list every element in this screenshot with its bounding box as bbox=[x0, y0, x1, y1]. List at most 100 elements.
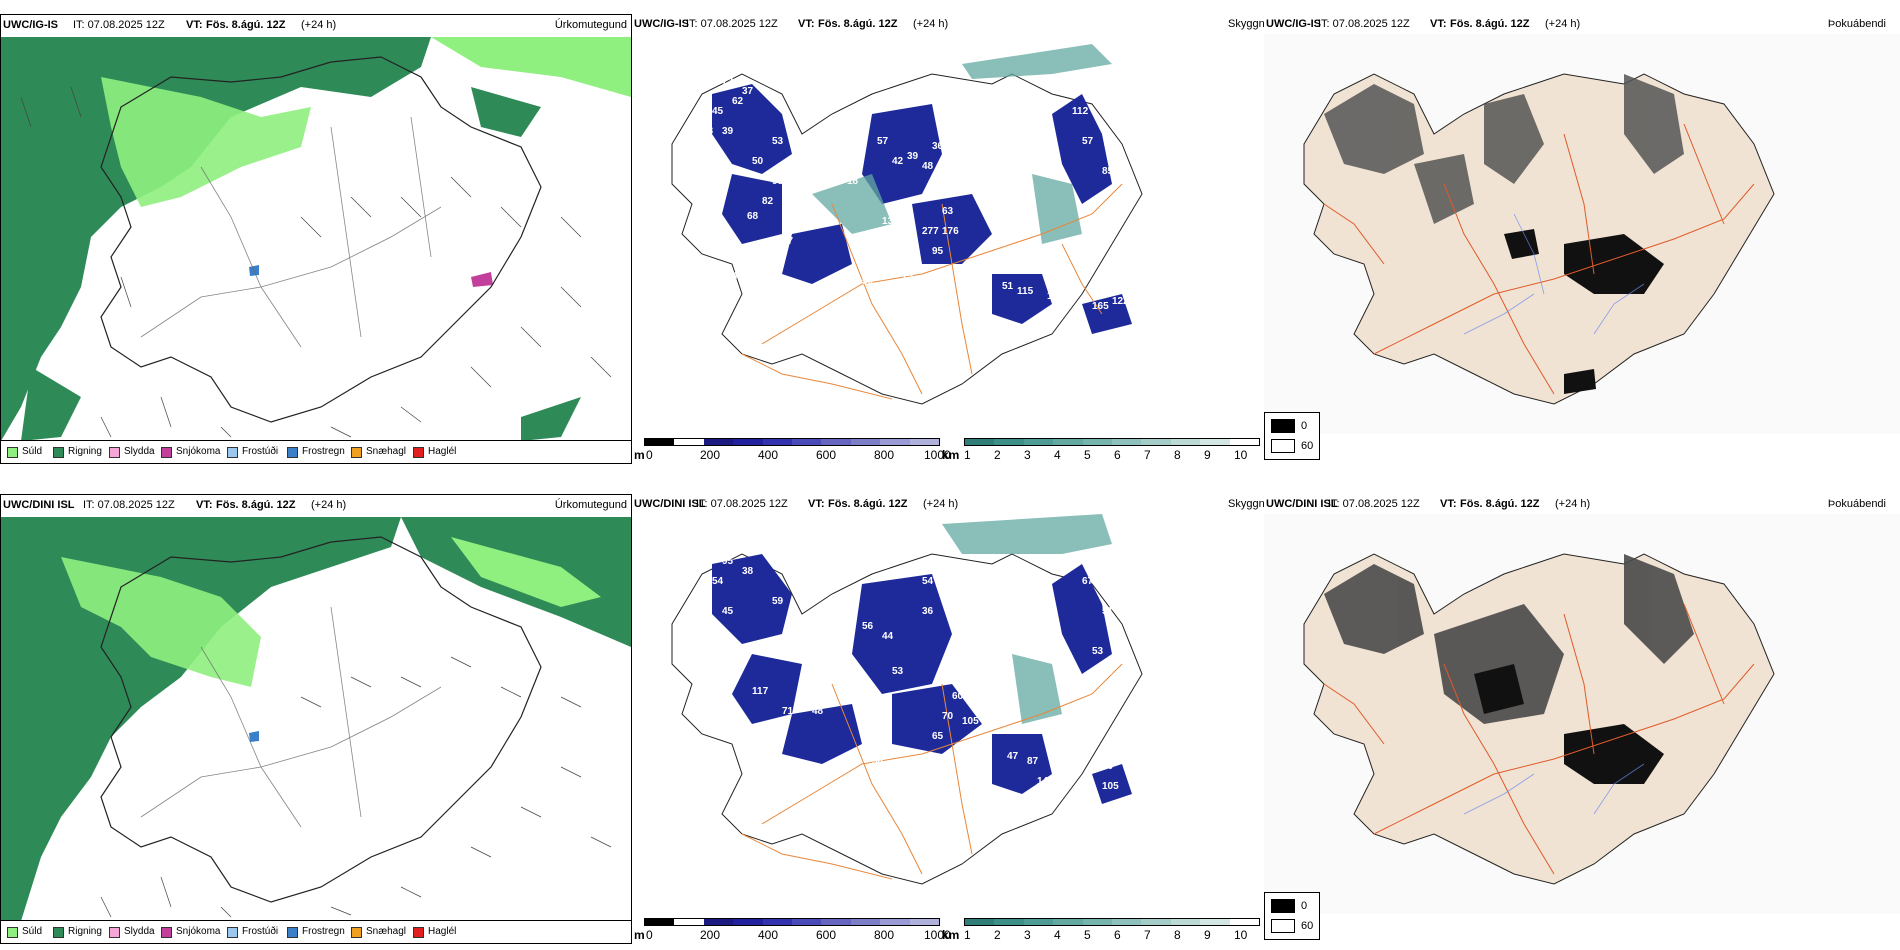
model-name: UWC/DINI ISL bbox=[3, 499, 75, 511]
legend-label: Frostúði bbox=[242, 926, 279, 937]
ceiling-label: 54 bbox=[712, 576, 724, 587]
ceiling-label: 58 bbox=[762, 641, 774, 652]
legend-item-freezing-rain: Frostregn bbox=[287, 446, 345, 458]
precip-panel-top: UWC/IG-IS IT: 07.08.2025 12Z VT: Fös. 8.… bbox=[0, 14, 632, 464]
legend-item-snow-pellets: Snæhagl bbox=[351, 926, 406, 938]
precip-legend: Súld Rigning Slydda Snjókoma Frostúði Fr… bbox=[1, 440, 631, 463]
ceiling-tick: 600 bbox=[816, 448, 837, 462]
legend-item-rain: Rigning bbox=[53, 926, 102, 938]
legend-swatch bbox=[161, 446, 172, 458]
ceiling-label: 122 bbox=[1112, 296, 1129, 307]
valid-label: VT: bbox=[186, 19, 203, 31]
panel-header: UWC/DINI ISL IT: 07.08.2025 12Z VT: Fös.… bbox=[632, 494, 1264, 512]
panel-title: Úrkomutegund bbox=[554, 19, 627, 31]
vis-tick: 7 bbox=[1144, 448, 1151, 462]
ceiling-label: 45 bbox=[722, 606, 734, 617]
fog-label-low: 60 bbox=[1301, 440, 1314, 452]
ceiling-label: 84 bbox=[1112, 196, 1124, 207]
legend-label: Rigning bbox=[68, 446, 102, 457]
legend-swatch bbox=[7, 926, 18, 938]
legend-swatch bbox=[109, 446, 120, 458]
legend-swatch bbox=[413, 926, 424, 938]
fog-panel-bottom: UWC/DINI ISL IT: 07.08.2025 12Z VT: Fös.… bbox=[1264, 494, 1900, 944]
ceiling-label: 65 bbox=[932, 731, 944, 742]
legend-item-snow-pellets: Snæhagl bbox=[351, 446, 406, 458]
panel-header: UWC/IG-IS IT: 07.08.2025 12Z VT: Fös. 8.… bbox=[1, 15, 631, 33]
ceiling-label: 67 bbox=[1082, 576, 1094, 587]
ceiling-label: 51 bbox=[1002, 281, 1014, 292]
fog-label-high: 0 bbox=[1301, 900, 1308, 912]
ceiling-label: 95 bbox=[722, 556, 734, 567]
ceiling-label: 68 bbox=[877, 256, 889, 267]
ceiling-tick: 200 bbox=[700, 928, 721, 942]
ceiling-label: 48 bbox=[922, 161, 934, 172]
ceiling-label: 53 bbox=[892, 666, 904, 677]
legend-swatch bbox=[227, 446, 238, 458]
init-time: IT: 07.08.2025 12Z bbox=[696, 498, 788, 510]
valid-time: Fös. 8.ágú. 12Z bbox=[828, 498, 908, 510]
vis-tick: 4 bbox=[1054, 928, 1061, 942]
ceiling-label: 42 bbox=[892, 156, 904, 167]
ceiling-label: 48 bbox=[812, 706, 824, 717]
legend-item-snow: Snjókoma bbox=[161, 446, 220, 458]
ceiling-label: 44 bbox=[882, 631, 894, 642]
valid-label: VT: bbox=[1430, 18, 1447, 30]
ceiling-label: 76 bbox=[897, 226, 909, 237]
ceiling-label: 56 bbox=[872, 756, 884, 767]
vis-tick: 7 bbox=[1144, 928, 1151, 942]
ceiling-label: 50 bbox=[862, 276, 874, 287]
ceiling-label: 80 bbox=[1102, 761, 1114, 772]
legend-label: Haglél bbox=[428, 446, 457, 457]
panel-header: UWC/IG-IS IT: 07.08.2025 12Z VT: Fös. 8.… bbox=[1264, 14, 1900, 32]
ceiling-label: 277 bbox=[922, 226, 939, 237]
vis-tick: 2 bbox=[994, 448, 1001, 462]
vis-tick: 5 bbox=[1084, 928, 1091, 942]
valid-label: VT: bbox=[798, 18, 815, 30]
panel-title: Úrkomutegund bbox=[554, 499, 627, 511]
panel-header: UWC/IG-IS IT: 07.08.2025 12Z VT: Fös. 8.… bbox=[632, 14, 1264, 32]
legend-item-hail: Haglél bbox=[413, 446, 456, 458]
ceiling-label: 54 bbox=[922, 576, 934, 587]
legend-label: Súld bbox=[22, 926, 43, 937]
legend-swatch bbox=[53, 926, 64, 938]
legend-label: Snjókoma bbox=[176, 446, 221, 457]
vis-tick: 10 bbox=[1234, 448, 1248, 462]
ceiling-map-bottom: 95 54 38 71 45 59 90 58 117 71 48 121 57 56 44 53 47 48 56… bbox=[671, 514, 1144, 885]
lead-time: (+24 h) bbox=[923, 498, 959, 510]
ceiling-colorbar-strip bbox=[644, 438, 940, 446]
ceiling-tick: 600 bbox=[816, 928, 837, 942]
ceiling-label: 95 bbox=[932, 246, 944, 257]
ceiling-label: 62 bbox=[1132, 606, 1144, 617]
ceiling-label: 18 bbox=[847, 176, 859, 187]
ceiling-label: 85 bbox=[1102, 166, 1114, 177]
ceiling-label: 51 bbox=[1102, 606, 1114, 617]
vis-tick: 9 bbox=[1204, 928, 1211, 942]
legend-label: Slydda bbox=[124, 926, 155, 937]
fog-swatch-high bbox=[1271, 419, 1295, 433]
valid-time: Fös. 8.ágú. 12Z bbox=[1450, 18, 1530, 30]
fog-map-bottom bbox=[1264, 514, 1900, 914]
legend-label: Súld bbox=[22, 446, 43, 457]
visibility-colorbar-strip bbox=[964, 438, 1260, 446]
ceiling-label: 47 bbox=[847, 756, 859, 767]
vis-tick: 4 bbox=[1054, 448, 1061, 462]
ceiling-labels: 95 54 38 71 45 59 90 58 117 71 48 121 57 56 44 53 47 48 56… bbox=[692, 556, 1144, 792]
visibility-title: Skyggni bbox=[1228, 498, 1268, 510]
fog-map-top bbox=[1264, 34, 1900, 434]
valid-label: VT: bbox=[808, 498, 825, 510]
ceiling-label: 36 bbox=[922, 606, 934, 617]
legend-label: Slydda bbox=[124, 446, 155, 457]
ceiling-label: 59 bbox=[772, 596, 784, 607]
legend-label: Frostregn bbox=[302, 926, 345, 937]
init-time: IT: 07.08.2025 12Z bbox=[1328, 498, 1420, 510]
legend-swatch bbox=[53, 446, 64, 458]
legend-item-sleet: Slydda bbox=[109, 926, 155, 938]
ceiling-label: 70 bbox=[942, 711, 954, 722]
vis-tick: 6 bbox=[1114, 448, 1121, 462]
model-name: UWC/DINI ISL bbox=[634, 498, 706, 510]
legend-item-freezing-rain: Frostregn bbox=[287, 926, 345, 938]
vis-tick: 1 bbox=[964, 448, 971, 462]
legend-label: Snjókoma bbox=[176, 926, 221, 937]
